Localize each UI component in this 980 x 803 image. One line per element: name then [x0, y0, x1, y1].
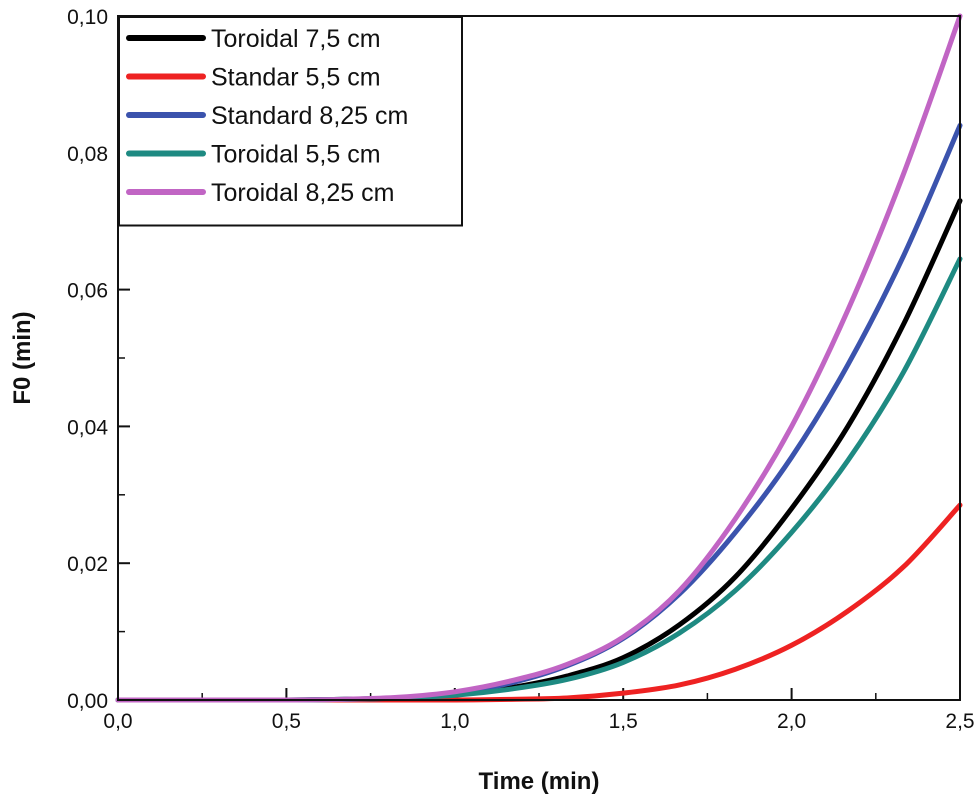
x-tick-label: 1,5 [609, 710, 638, 733]
y-tick-label: 0,04 [67, 416, 108, 439]
y-tick-label: 0,08 [67, 143, 108, 166]
y-tick-label: 0,00 [67, 690, 108, 713]
y-axis-title: F0 (min) [9, 311, 36, 404]
legend-label: Standard 8,25 cm [211, 102, 408, 130]
x-tick-label: 1,0 [440, 710, 469, 733]
plot-frame [117, 15, 961, 701]
legend-label: Toroidal 7,5 cm [211, 25, 381, 53]
legend-label: Toroidal 8,25 cm [211, 179, 394, 207]
x-axis-ticks: 0,0 0,5 1,0 1,5 2,0 2,5 [103, 688, 975, 733]
y-tick-label: 0,06 [67, 280, 108, 303]
x-tick-label: 2,5 [945, 710, 974, 733]
x-axis-title: Time (min) [479, 768, 600, 795]
legend-label: Toroidal 5,5 cm [211, 141, 381, 169]
legend-label: Standar 5,5 cm [211, 64, 381, 92]
legend: Toroidal 7,5 cm Standar 5,5 cm Standard 8,… [118, 16, 463, 227]
x-tick-label: 0,0 [103, 710, 132, 733]
y-tick-label: 0,02 [67, 553, 108, 576]
x-tick-label: 2,0 [777, 710, 806, 733]
x-tick-label: 0,5 [272, 710, 301, 733]
y-tick-label: 0,10 [67, 6, 108, 29]
